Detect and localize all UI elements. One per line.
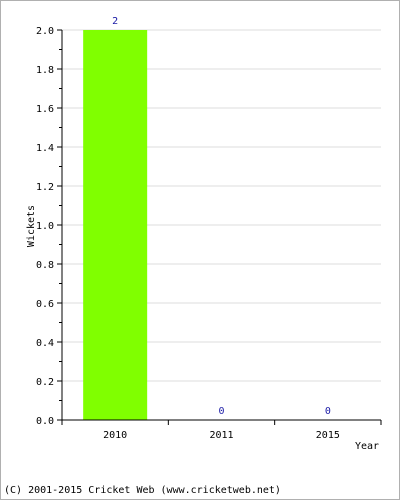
x-axis-title: Year: [355, 441, 379, 452]
x-tick-label: 2011: [209, 430, 233, 441]
y-tick-label: 0.0: [36, 416, 54, 427]
y-tick-label: 1.2: [36, 182, 54, 193]
y-tick-label: 1.8: [36, 65, 54, 76]
y-tick-label: 1.6: [36, 104, 54, 115]
bar-2010: [83, 30, 148, 420]
x-tick-label: 2010: [103, 430, 127, 441]
y-tick-label: 1.0: [36, 221, 54, 232]
y-tick-label: 0.2: [36, 377, 54, 388]
copyright-footer: (C) 2001-2015 Cricket Web (www.cricketwe…: [4, 485, 281, 496]
data-label: 0: [218, 406, 224, 417]
x-tick-label: 2015: [316, 430, 340, 441]
y-tick-label: 0.6: [36, 299, 54, 310]
y-tick-label: 2.0: [36, 26, 54, 37]
y-axis-title: Wickets: [26, 205, 37, 247]
data-label: 0: [325, 406, 331, 417]
y-tick-label: 1.4: [36, 143, 54, 154]
data-label: 2: [112, 16, 118, 27]
y-tick-label: 0.4: [36, 338, 54, 349]
y-tick-label: 0.8: [36, 260, 54, 271]
